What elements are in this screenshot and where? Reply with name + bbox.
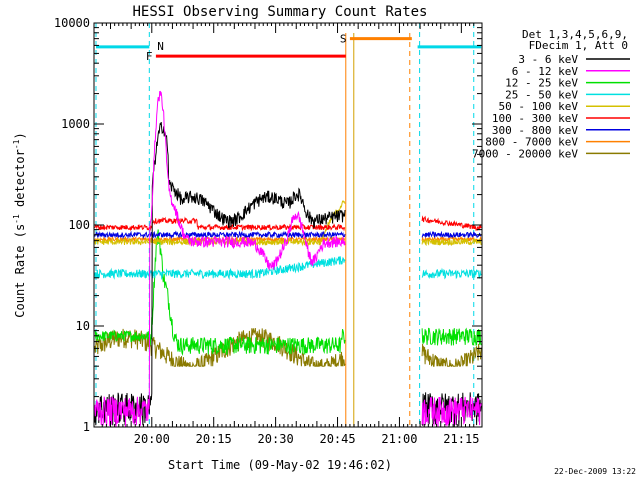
y-tick-label: 1 — [83, 420, 90, 434]
legend-entry-label: 50 - 100 keV — [499, 100, 579, 113]
series-line — [421, 396, 482, 427]
x-tick-label: 20:30 — [258, 432, 294, 446]
y-tick-label: 10 — [76, 319, 90, 333]
legend-entry-label: 7000 - 20000 keV — [472, 147, 578, 160]
y-tick-label: 100 — [68, 218, 90, 232]
x-axis-label: Start Time (09-May-02 19:46:02) — [168, 458, 392, 472]
x-tick-label: 21:00 — [381, 432, 417, 446]
plot-area: NF S — [94, 23, 482, 427]
x-tick-label: 20:45 — [319, 432, 355, 446]
legend-entry-label: 6 - 12 keV — [512, 65, 579, 78]
legend-entry-label: 25 - 50 keV — [505, 88, 578, 101]
legend-entry-label: 3 - 6 keV — [518, 53, 578, 66]
y-tick-label: 1000 — [61, 117, 90, 131]
series-line — [94, 216, 346, 232]
series-line — [421, 215, 482, 232]
y-tick-label: 10000 — [54, 16, 90, 30]
series-line — [94, 230, 346, 240]
flag-label: S — [340, 33, 347, 46]
legend-header: FDecim 1, Att 0 — [529, 39, 628, 52]
legend-entry-label: 800 - 7000 keV — [485, 136, 578, 149]
legend-entry-label: 12 - 25 keV — [505, 77, 578, 90]
series-line — [94, 229, 346, 357]
x-tick-label: 20:00 — [134, 432, 170, 446]
x-axis: 20:00 20:15 20:30 20:45 21:00 21:15 — [101, 23, 479, 446]
legend-entry-label: 300 - 800 keV — [492, 124, 578, 137]
series-line — [421, 327, 482, 346]
x-tick-label: 21:15 — [443, 432, 479, 446]
x-tick-label: 20:15 — [196, 432, 232, 446]
series-line — [421, 343, 482, 367]
series-line — [94, 256, 346, 281]
flag-label: F — [146, 50, 153, 63]
flag-label: N — [157, 40, 164, 53]
series-line — [421, 267, 482, 280]
series-line — [94, 90, 346, 427]
y-axis-label: Count Rate (s-1 detector-1) — [12, 132, 27, 317]
legend-header: Det 1,3,4,5,6,9, — [522, 28, 628, 41]
chart-title: HESSI Observing Summary Count Rates — [132, 4, 427, 20]
legend: Det 1,3,4,5,6,9,FDecim 1, Att 03 - 6 keV… — [472, 28, 630, 160]
legend-entry-label: 100 - 300 keV — [492, 112, 578, 125]
generation-timestamp: 22-Dec-2009 13:22 — [554, 467, 636, 476]
series-line — [421, 230, 482, 239]
series-line — [421, 237, 482, 247]
